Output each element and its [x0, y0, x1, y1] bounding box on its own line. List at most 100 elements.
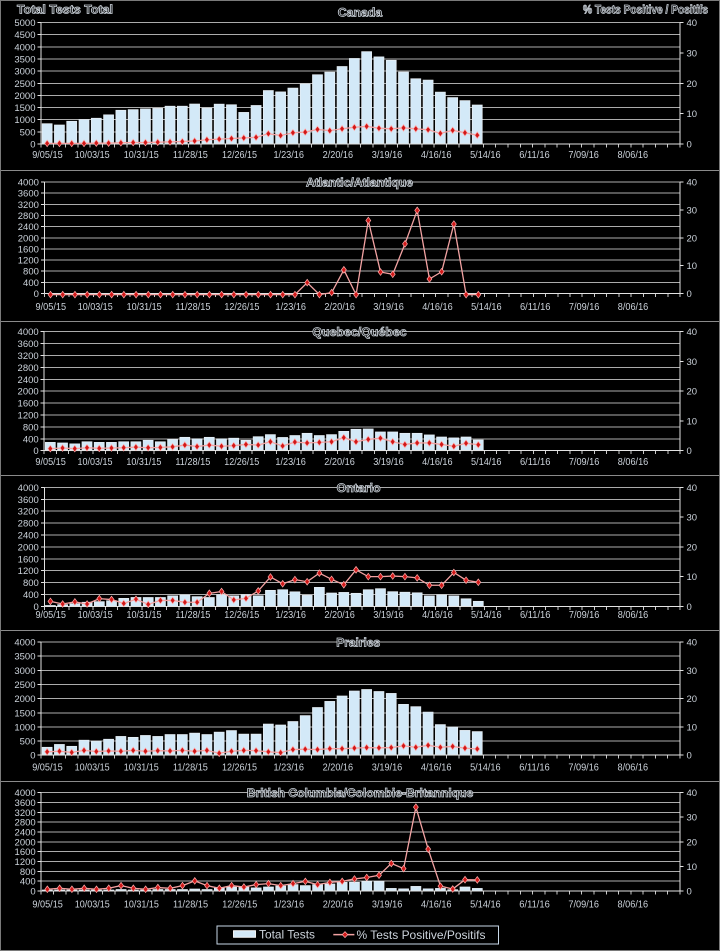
svg-text:500: 500 — [20, 127, 36, 138]
svg-text:Ontario: Ontario — [337, 481, 381, 495]
svg-text:3200: 3200 — [18, 507, 39, 518]
svg-text:10: 10 — [687, 572, 698, 583]
svg-text:30: 30 — [687, 205, 698, 216]
svg-text:10: 10 — [687, 109, 698, 120]
svg-text:10/03/15: 10/03/15 — [75, 900, 110, 911]
svg-text:3000: 3000 — [14, 666, 35, 677]
svg-text:40: 40 — [687, 178, 698, 189]
svg-text:10/31/15: 10/31/15 — [126, 457, 161, 468]
svg-text:0: 0 — [30, 140, 35, 151]
svg-text:2400: 2400 — [18, 222, 39, 233]
svg-text:3200: 3200 — [15, 808, 36, 819]
svg-text:5/14/16: 5/14/16 — [470, 763, 501, 774]
svg-text:6/11/16: 6/11/16 — [520, 610, 551, 621]
svg-text:4/16/16: 4/16/16 — [421, 150, 452, 161]
svg-text:3/19/16: 3/19/16 — [373, 302, 404, 313]
svg-text:2800: 2800 — [18, 363, 39, 374]
svg-text:10/31/15: 10/31/15 — [127, 610, 162, 621]
svg-text:40: 40 — [687, 483, 698, 494]
svg-text:8/06/16: 8/06/16 — [618, 763, 649, 774]
svg-text:3/19/16: 3/19/16 — [373, 457, 404, 468]
svg-text:20: 20 — [687, 694, 698, 705]
svg-text:0: 0 — [687, 602, 692, 613]
svg-text:10/31/15: 10/31/15 — [124, 763, 159, 774]
svg-text:1200: 1200 — [18, 256, 39, 267]
svg-text:10/03/15: 10/03/15 — [78, 610, 113, 621]
svg-text:30: 30 — [687, 813, 698, 824]
svg-text:2000: 2000 — [18, 233, 39, 244]
svg-text:0: 0 — [687, 887, 692, 898]
svg-text:4/16/16: 4/16/16 — [422, 610, 453, 621]
svg-text:30: 30 — [687, 357, 698, 368]
svg-text:5000: 5000 — [14, 18, 35, 29]
svg-text:11/28/15: 11/28/15 — [175, 610, 210, 621]
svg-text:40: 40 — [687, 638, 698, 649]
svg-text:5/14/16: 5/14/16 — [470, 150, 501, 161]
svg-text:1600: 1600 — [18, 554, 39, 565]
svg-text:10/31/15: 10/31/15 — [124, 900, 159, 911]
svg-text:12/26/15: 12/26/15 — [222, 763, 257, 774]
svg-text:400: 400 — [23, 278, 39, 289]
svg-text:800: 800 — [20, 867, 36, 878]
svg-text:6/11/16: 6/11/16 — [519, 763, 550, 774]
svg-text:5/14/16: 5/14/16 — [471, 610, 502, 621]
svg-text:3500: 3500 — [14, 54, 35, 65]
svg-text:7/09/16: 7/09/16 — [569, 610, 600, 621]
svg-text:11/28/15: 11/28/15 — [173, 150, 208, 161]
svg-text:4500: 4500 — [14, 30, 35, 41]
svg-text:4/16/16: 4/16/16 — [421, 900, 452, 911]
svg-text:6/11/16: 6/11/16 — [520, 302, 551, 313]
svg-text:1/23/16: 1/23/16 — [273, 150, 304, 161]
svg-text:Atlantic/Atlantique: Atlantic/Atlantique — [306, 176, 413, 190]
svg-text:6/11/16: 6/11/16 — [519, 150, 550, 161]
svg-text:Total Tests Total: Total Tests Total — [17, 5, 113, 17]
svg-text:9/05/15: 9/05/15 — [32, 150, 63, 161]
svg-text:3/19/16: 3/19/16 — [372, 150, 403, 161]
svg-text:1200: 1200 — [18, 411, 39, 422]
svg-text:2/20/16: 2/20/16 — [324, 457, 355, 468]
svg-text:30: 30 — [687, 666, 698, 677]
svg-text:1000: 1000 — [14, 115, 35, 126]
svg-text:9/05/15: 9/05/15 — [32, 900, 63, 911]
svg-text:3/19/16: 3/19/16 — [373, 610, 404, 621]
svg-text:9/05/15: 9/05/15 — [35, 610, 66, 621]
svg-text:British Columbia/Colombie-Brit: British Columbia/Colombie-Britannique — [247, 786, 474, 800]
svg-text:0: 0 — [34, 602, 39, 613]
svg-text:3/19/16: 3/19/16 — [372, 763, 403, 774]
svg-text:9/05/15: 9/05/15 — [36, 302, 67, 313]
svg-text:500: 500 — [20, 737, 36, 748]
svg-text:5/14/16: 5/14/16 — [471, 302, 502, 313]
svg-text:10/03/15: 10/03/15 — [75, 150, 110, 161]
svg-text:8/06/16: 8/06/16 — [618, 302, 649, 313]
svg-text:20: 20 — [687, 233, 698, 244]
svg-text:3600: 3600 — [18, 189, 39, 200]
svg-text:10: 10 — [687, 722, 698, 733]
svg-text:4000: 4000 — [14, 638, 35, 649]
svg-text:2800: 2800 — [18, 519, 39, 530]
svg-text:1/23/16: 1/23/16 — [275, 457, 306, 468]
svg-text:0: 0 — [30, 751, 35, 762]
svg-text:10/31/15: 10/31/15 — [124, 150, 159, 161]
svg-text:0: 0 — [33, 446, 38, 457]
svg-text:Quebec/Québec: Quebec/Québec — [312, 325, 407, 339]
svg-text:4000: 4000 — [18, 327, 39, 338]
svg-text:2000: 2000 — [14, 91, 35, 102]
svg-text:0: 0 — [687, 289, 692, 300]
svg-text:10: 10 — [687, 862, 698, 873]
svg-text:10/03/15: 10/03/15 — [78, 457, 113, 468]
svg-text:2/20/16: 2/20/16 — [323, 763, 354, 774]
svg-text:1000: 1000 — [14, 722, 35, 733]
svg-text:1600: 1600 — [18, 399, 39, 410]
svg-text:4000: 4000 — [18, 483, 39, 494]
svg-text:20: 20 — [687, 837, 698, 848]
svg-text:Total Tests: Total Tests — [259, 927, 315, 941]
svg-text:1/23/16: 1/23/16 — [274, 900, 305, 911]
svg-text:4/16/16: 4/16/16 — [421, 763, 452, 774]
svg-text:2/20/16: 2/20/16 — [323, 150, 354, 161]
svg-text:2500: 2500 — [14, 680, 35, 691]
svg-text:2/20/16: 2/20/16 — [324, 302, 355, 313]
svg-text:5/14/16: 5/14/16 — [471, 457, 502, 468]
svg-text:11/28/15: 11/28/15 — [173, 763, 208, 774]
svg-text:6/11/16: 6/11/16 — [519, 900, 550, 911]
svg-text:2/20/16: 2/20/16 — [323, 900, 354, 911]
